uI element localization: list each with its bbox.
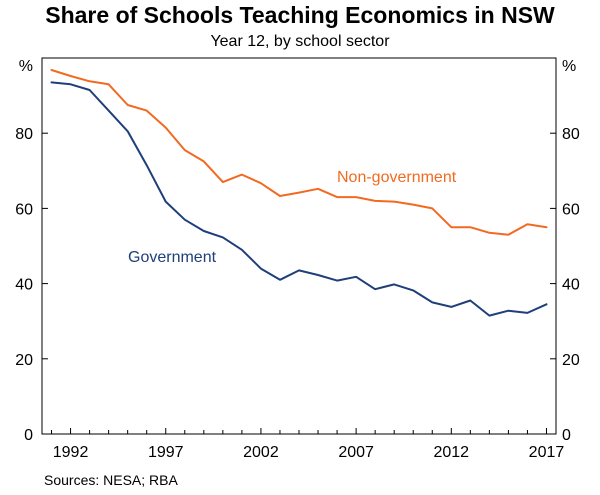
y-tick-label-right: 0 bbox=[562, 427, 571, 444]
series-line-government bbox=[50, 81, 548, 317]
x-tick-label: 2002 bbox=[243, 444, 279, 461]
y-tick-label-left: 60 bbox=[15, 201, 33, 218]
y-tick-label-right: 60 bbox=[562, 201, 580, 218]
y-tick-label-left: 0 bbox=[24, 427, 33, 444]
series-label-government: Government bbox=[128, 249, 217, 266]
x-tick-label: 2007 bbox=[338, 444, 374, 461]
ticks-layer: 0 0 20 20 40 40 60 60 80 80 1992 1997 2002 2007 2012 20… bbox=[15, 126, 580, 461]
source-note: Sources: NESA; RBA bbox=[44, 472, 178, 488]
y-tick-label-left: 40 bbox=[15, 277, 33, 294]
x-tick-label: 1992 bbox=[53, 444, 89, 461]
x-tick-label: 1997 bbox=[148, 444, 184, 461]
plot-frame bbox=[41, 57, 557, 435]
y-tick-label-right: 40 bbox=[562, 277, 580, 294]
y-tick-label-left: 20 bbox=[15, 352, 33, 369]
x-tick-label: 2017 bbox=[529, 444, 565, 461]
lines-layer bbox=[50, 69, 548, 317]
chart-subtitle: Year 12, by school sector bbox=[210, 33, 390, 50]
y-unit-right: % bbox=[562, 58, 576, 75]
y-tick-label-right: 20 bbox=[562, 352, 580, 369]
y-tick-label-left: 80 bbox=[15, 126, 33, 143]
series-label-non-government: Non-government bbox=[337, 169, 457, 186]
x-tick-label: 2012 bbox=[433, 444, 469, 461]
y-unit-left: % bbox=[19, 58, 33, 75]
chart-title: Share of Schools Teaching Economics in N… bbox=[45, 2, 555, 28]
y-tick-label-right: 80 bbox=[562, 126, 580, 143]
series-line-non-government bbox=[50, 69, 548, 236]
